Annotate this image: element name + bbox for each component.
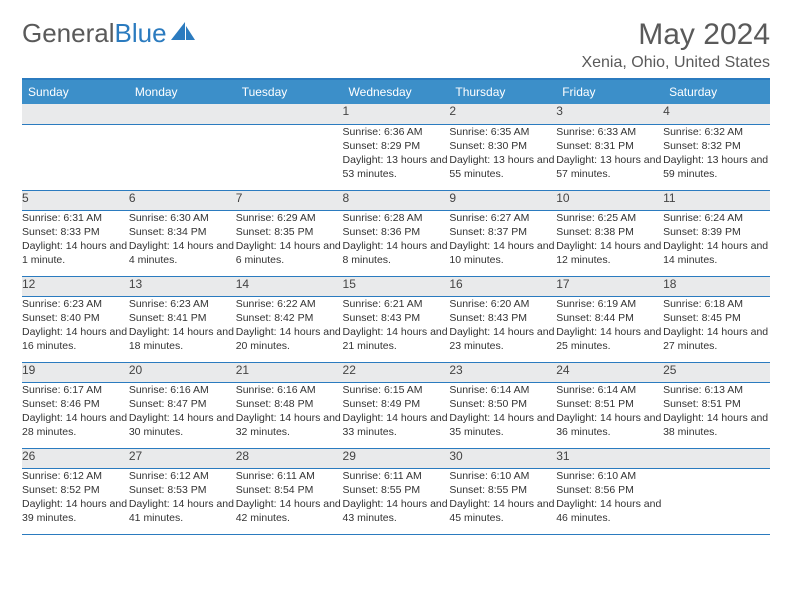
day-number-cell: 21: [236, 362, 343, 382]
day-number-cell: [663, 448, 770, 468]
weekday-header: Saturday: [663, 80, 770, 104]
day-number-cell: 29: [343, 448, 450, 468]
brand-part2: Blue: [115, 18, 167, 49]
day-info-cell: Sunrise: 6:32 AMSunset: 8:32 PMDaylight:…: [663, 124, 770, 190]
weekday-header-row: SundayMondayTuesdayWednesdayThursdayFrid…: [22, 80, 770, 104]
day-number-cell: 11: [663, 190, 770, 210]
day-info-cell: Sunrise: 6:29 AMSunset: 8:35 PMDaylight:…: [236, 210, 343, 276]
day-number-cell: 30: [449, 448, 556, 468]
day-number-row: 12131415161718: [22, 276, 770, 296]
day-info-cell: Sunrise: 6:17 AMSunset: 8:46 PMDaylight:…: [22, 382, 129, 448]
day-number-cell: 6: [129, 190, 236, 210]
day-number-cell: 15: [343, 276, 450, 296]
weekday-header: Sunday: [22, 80, 129, 104]
day-number-cell: 5: [22, 190, 129, 210]
day-info-cell: Sunrise: 6:21 AMSunset: 8:43 PMDaylight:…: [343, 296, 450, 362]
day-info-cell: Sunrise: 6:31 AMSunset: 8:33 PMDaylight:…: [22, 210, 129, 276]
day-info-cell: Sunrise: 6:11 AMSunset: 8:54 PMDaylight:…: [236, 468, 343, 534]
day-number-cell: 26: [22, 448, 129, 468]
day-info-cell: Sunrise: 6:22 AMSunset: 8:42 PMDaylight:…: [236, 296, 343, 362]
day-info-cell: Sunrise: 6:24 AMSunset: 8:39 PMDaylight:…: [663, 210, 770, 276]
day-info-cell: [129, 124, 236, 190]
day-info-row: Sunrise: 6:23 AMSunset: 8:40 PMDaylight:…: [22, 296, 770, 362]
month-title: May 2024: [581, 18, 770, 52]
day-info-cell: Sunrise: 6:33 AMSunset: 8:31 PMDaylight:…: [556, 124, 663, 190]
day-info-cell: Sunrise: 6:30 AMSunset: 8:34 PMDaylight:…: [129, 210, 236, 276]
weekday-header: Friday: [556, 80, 663, 104]
day-number-cell: 18: [663, 276, 770, 296]
sail-icon: [171, 18, 197, 49]
day-number-cell: 16: [449, 276, 556, 296]
day-number-cell: [22, 104, 129, 124]
day-number-cell: 3: [556, 104, 663, 124]
brand-part1: General: [22, 18, 115, 49]
day-info-cell: Sunrise: 6:10 AMSunset: 8:55 PMDaylight:…: [449, 468, 556, 534]
day-info-cell: Sunrise: 6:15 AMSunset: 8:49 PMDaylight:…: [343, 382, 450, 448]
day-number-row: 262728293031: [22, 448, 770, 468]
day-number-cell: [129, 104, 236, 124]
day-info-cell: Sunrise: 6:16 AMSunset: 8:47 PMDaylight:…: [129, 382, 236, 448]
day-number-cell: 7: [236, 190, 343, 210]
day-info-cell: Sunrise: 6:23 AMSunset: 8:40 PMDaylight:…: [22, 296, 129, 362]
day-number-cell: 9: [449, 190, 556, 210]
day-info-cell: Sunrise: 6:10 AMSunset: 8:56 PMDaylight:…: [556, 468, 663, 534]
day-number-cell: 24: [556, 362, 663, 382]
day-info-cell: Sunrise: 6:16 AMSunset: 8:48 PMDaylight:…: [236, 382, 343, 448]
weekday-header: Monday: [129, 80, 236, 104]
location: Xenia, Ohio, United States: [581, 54, 770, 72]
day-number-cell: 2: [449, 104, 556, 124]
day-number-cell: 27: [129, 448, 236, 468]
day-number-row: 19202122232425: [22, 362, 770, 382]
day-info-cell: Sunrise: 6:27 AMSunset: 8:37 PMDaylight:…: [449, 210, 556, 276]
day-number-cell: 1: [343, 104, 450, 124]
day-number-row: 1234: [22, 104, 770, 124]
day-number-cell: 28: [236, 448, 343, 468]
day-number-row: 567891011: [22, 190, 770, 210]
day-number-cell: 22: [343, 362, 450, 382]
day-info-cell: Sunrise: 6:13 AMSunset: 8:51 PMDaylight:…: [663, 382, 770, 448]
header: GeneralBlue May 2024 Xenia, Ohio, United…: [22, 18, 770, 72]
day-info-cell: Sunrise: 6:12 AMSunset: 8:53 PMDaylight:…: [129, 468, 236, 534]
day-number-cell: 10: [556, 190, 663, 210]
day-info-cell: Sunrise: 6:14 AMSunset: 8:50 PMDaylight:…: [449, 382, 556, 448]
day-number-cell: [236, 104, 343, 124]
weekday-header: Wednesday: [343, 80, 450, 104]
calendar-body: 1234Sunrise: 6:36 AMSunset: 8:29 PMDayli…: [22, 104, 770, 534]
day-info-row: Sunrise: 6:12 AMSunset: 8:52 PMDaylight:…: [22, 468, 770, 534]
day-info-cell: Sunrise: 6:20 AMSunset: 8:43 PMDaylight:…: [449, 296, 556, 362]
weekday-header: Thursday: [449, 80, 556, 104]
day-number-cell: 20: [129, 362, 236, 382]
day-number-cell: 17: [556, 276, 663, 296]
day-info-cell: Sunrise: 6:36 AMSunset: 8:29 PMDaylight:…: [343, 124, 450, 190]
day-number-cell: 13: [129, 276, 236, 296]
day-info-cell: Sunrise: 6:12 AMSunset: 8:52 PMDaylight:…: [22, 468, 129, 534]
day-info-cell: Sunrise: 6:11 AMSunset: 8:55 PMDaylight:…: [343, 468, 450, 534]
day-number-cell: 31: [556, 448, 663, 468]
day-number-cell: 25: [663, 362, 770, 382]
title-block: May 2024 Xenia, Ohio, United States: [581, 18, 770, 72]
day-number-cell: 4: [663, 104, 770, 124]
day-info-cell: Sunrise: 6:14 AMSunset: 8:51 PMDaylight:…: [556, 382, 663, 448]
day-info-cell: Sunrise: 6:18 AMSunset: 8:45 PMDaylight:…: [663, 296, 770, 362]
day-info-cell: [663, 468, 770, 534]
day-info-row: Sunrise: 6:31 AMSunset: 8:33 PMDaylight:…: [22, 210, 770, 276]
day-info-row: Sunrise: 6:17 AMSunset: 8:46 PMDaylight:…: [22, 382, 770, 448]
brand-logo: GeneralBlue: [22, 18, 197, 49]
day-number-cell: 8: [343, 190, 450, 210]
day-info-row: Sunrise: 6:36 AMSunset: 8:29 PMDaylight:…: [22, 124, 770, 190]
day-info-cell: Sunrise: 6:23 AMSunset: 8:41 PMDaylight:…: [129, 296, 236, 362]
weekday-header: Tuesday: [236, 80, 343, 104]
day-info-cell: [22, 124, 129, 190]
day-number-cell: 12: [22, 276, 129, 296]
day-info-cell: Sunrise: 6:35 AMSunset: 8:30 PMDaylight:…: [449, 124, 556, 190]
day-info-cell: Sunrise: 6:19 AMSunset: 8:44 PMDaylight:…: [556, 296, 663, 362]
day-info-cell: Sunrise: 6:28 AMSunset: 8:36 PMDaylight:…: [343, 210, 450, 276]
calendar-table: SundayMondayTuesdayWednesdayThursdayFrid…: [22, 80, 770, 535]
day-info-cell: [236, 124, 343, 190]
day-number-cell: 14: [236, 276, 343, 296]
day-number-cell: 19: [22, 362, 129, 382]
day-number-cell: 23: [449, 362, 556, 382]
day-info-cell: Sunrise: 6:25 AMSunset: 8:38 PMDaylight:…: [556, 210, 663, 276]
